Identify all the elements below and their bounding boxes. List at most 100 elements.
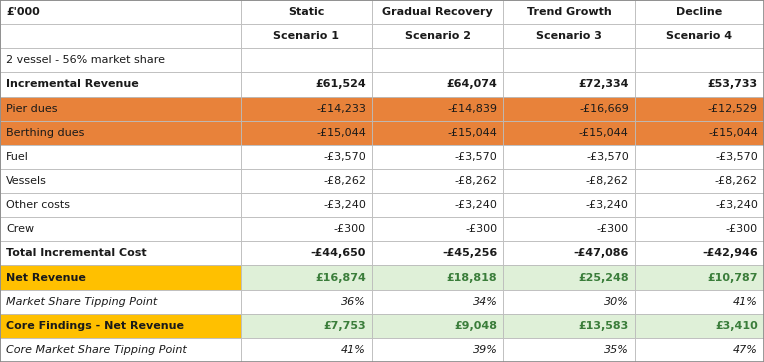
Bar [503,121,635,145]
Text: Fuel: Fuel [6,152,29,162]
Text: Berthing dues: Berthing dues [6,128,85,138]
Text: -£300: -£300 [465,224,497,234]
Bar [635,314,764,338]
Bar [635,193,764,217]
Text: 36%: 36% [341,297,366,307]
Text: £25,248: £25,248 [578,273,629,282]
Text: -£3,240: -£3,240 [715,200,758,210]
Bar [372,265,503,290]
Bar [372,338,503,362]
Text: Static: Static [288,7,325,17]
Bar [0,314,241,338]
Bar [635,217,764,241]
Bar [241,48,372,72]
Text: Decline: Decline [676,7,723,17]
Text: Core Market Share Tipping Point: Core Market Share Tipping Point [6,345,187,355]
Bar [635,338,764,362]
Bar [372,314,503,338]
Bar [241,217,372,241]
Text: £61,524: £61,524 [316,80,366,89]
Bar [503,169,635,193]
Text: -£15,044: -£15,044 [448,128,497,138]
Text: -£3,570: -£3,570 [715,152,758,162]
Text: 41%: 41% [341,345,366,355]
Bar [635,145,764,169]
Text: £7,753: £7,753 [323,321,366,331]
Text: -£45,256: -£45,256 [442,248,497,258]
Bar [372,193,503,217]
Text: -£15,044: -£15,044 [579,128,629,138]
Bar [372,217,503,241]
Bar [372,72,503,97]
Text: £72,334: £72,334 [578,80,629,89]
Text: 2 vessel - 56% market share: 2 vessel - 56% market share [6,55,165,65]
Text: -£42,946: -£42,946 [702,248,758,258]
Text: £16,874: £16,874 [315,273,366,282]
Bar [0,24,241,48]
Bar [635,48,764,72]
Bar [503,338,635,362]
Bar [0,72,241,97]
Bar [503,314,635,338]
Text: 35%: 35% [604,345,629,355]
Text: £13,583: £13,583 [578,321,629,331]
Text: Total Incremental Cost: Total Incremental Cost [6,248,147,258]
Text: 47%: 47% [733,345,758,355]
Text: £3,410: £3,410 [715,321,758,331]
Bar [241,121,372,145]
Bar [503,265,635,290]
Text: Trend Growth: Trend Growth [527,7,611,17]
Bar [503,48,635,72]
Bar [503,217,635,241]
Bar [241,290,372,314]
Bar [0,241,241,265]
Text: Net Revenue: Net Revenue [6,273,86,282]
Text: -£15,044: -£15,044 [708,128,758,138]
Text: -£300: -£300 [597,224,629,234]
Text: Scenario 1: Scenario 1 [274,31,339,41]
Bar [241,338,372,362]
Bar [0,169,241,193]
Text: -£16,669: -£16,669 [579,104,629,114]
Text: -£3,570: -£3,570 [455,152,497,162]
Bar [503,145,635,169]
Text: Scenario 4: Scenario 4 [666,31,733,41]
Bar [0,48,241,72]
Text: Market Share Tipping Point: Market Share Tipping Point [6,297,157,307]
Bar [241,145,372,169]
Text: £53,733: £53,733 [707,80,758,89]
Text: -£8,262: -£8,262 [455,176,497,186]
Bar [241,169,372,193]
Bar [635,290,764,314]
Text: Core Findings - Net Revenue: Core Findings - Net Revenue [6,321,184,331]
Bar [635,265,764,290]
Text: -£8,262: -£8,262 [586,176,629,186]
Bar [372,169,503,193]
Text: -£8,262: -£8,262 [715,176,758,186]
Bar [241,72,372,97]
Text: £64,074: £64,074 [446,80,497,89]
Text: Incremental Revenue: Incremental Revenue [6,80,139,89]
Bar [241,193,372,217]
Bar [503,290,635,314]
Bar [635,97,764,121]
Text: -£3,570: -£3,570 [323,152,366,162]
Bar [241,24,372,48]
Text: -£3,240: -£3,240 [323,200,366,210]
Bar [372,145,503,169]
Text: -£14,839: -£14,839 [448,104,497,114]
Text: -£3,240: -£3,240 [586,200,629,210]
Text: -£8,262: -£8,262 [323,176,366,186]
Bar [241,241,372,265]
Bar [372,0,503,24]
Text: £'000: £'000 [6,7,40,17]
Bar [0,265,241,290]
Bar [241,314,372,338]
Bar [372,241,503,265]
Bar [0,121,241,145]
Bar [372,121,503,145]
Bar [0,97,241,121]
Bar [635,24,764,48]
Bar [635,241,764,265]
Bar [372,97,503,121]
